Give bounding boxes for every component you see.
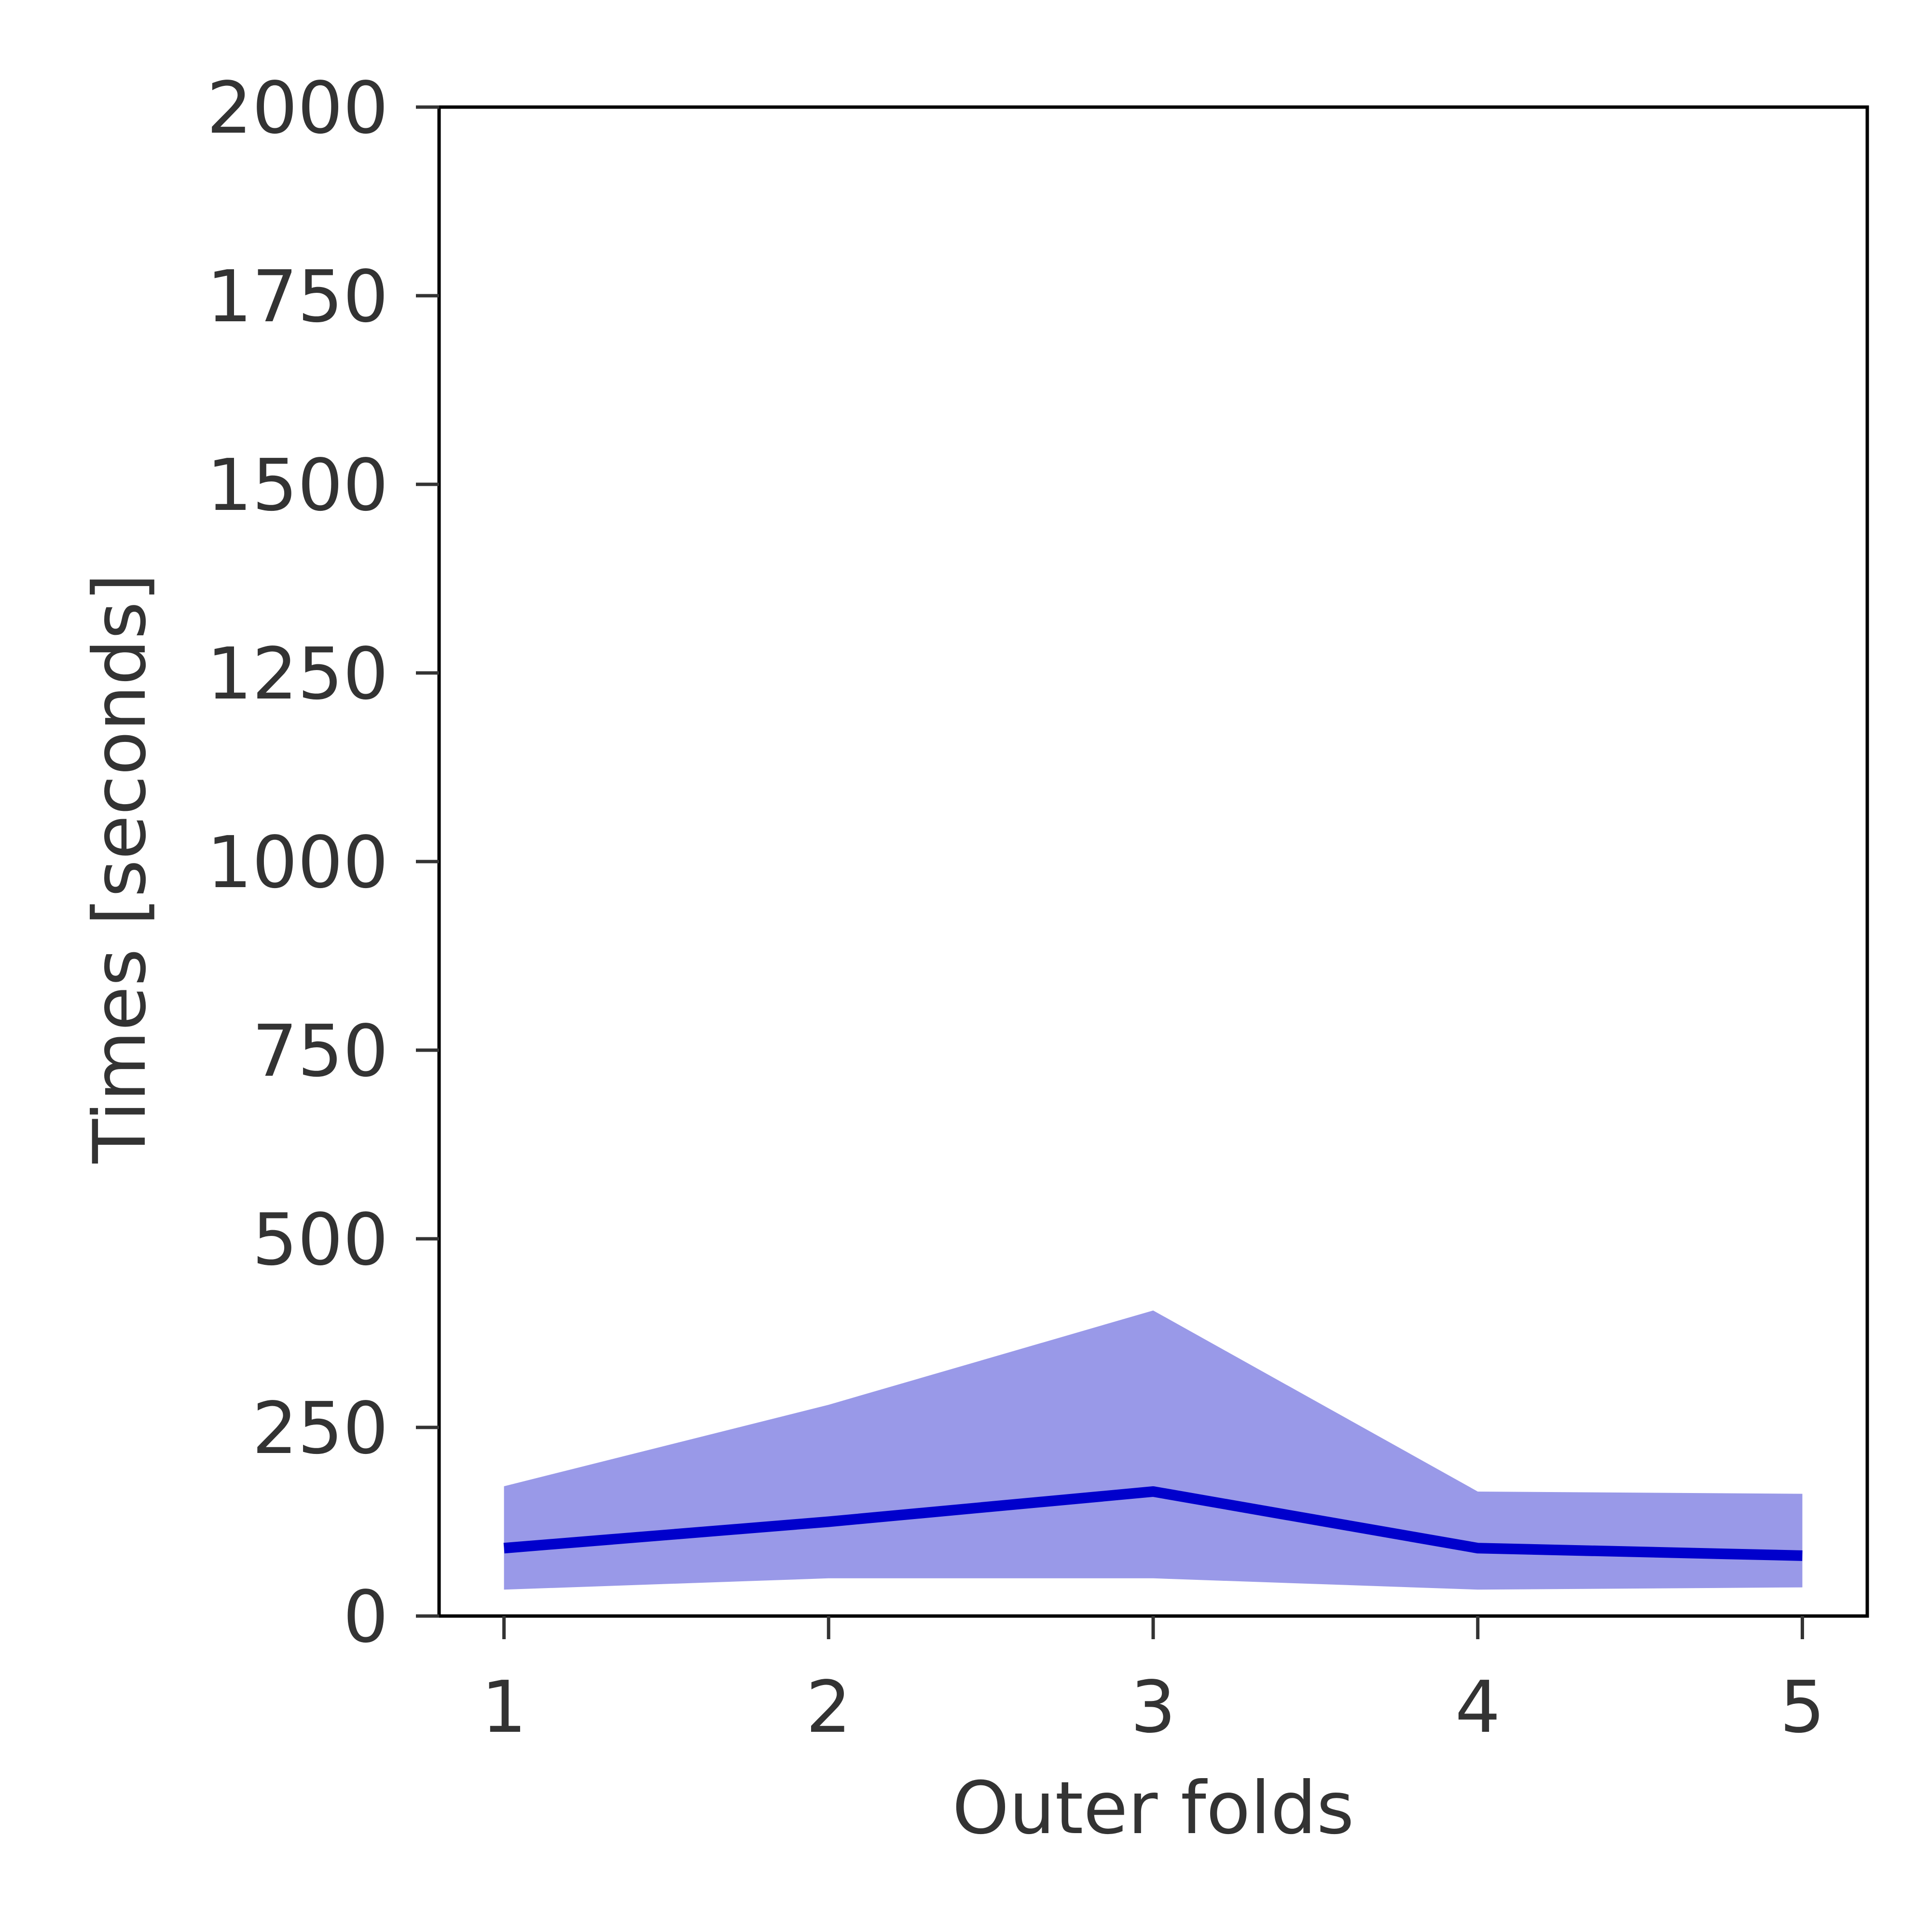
x-tick-label: 5: [1779, 1666, 1825, 1749]
y-tick-label: 1750: [207, 255, 388, 338]
x-tick-label: 4: [1455, 1666, 1501, 1749]
y-tick-label: 250: [252, 1387, 389, 1470]
y-axis-label: Times [seconds]: [78, 573, 162, 1164]
y-tick-label: 1500: [207, 444, 388, 527]
x-tick-label: 1: [481, 1666, 526, 1749]
y-tick-label: 1250: [207, 632, 388, 715]
y-tick-label: 0: [343, 1576, 388, 1658]
y-tick-label: 500: [252, 1198, 389, 1281]
x-tick-label: 2: [806, 1666, 851, 1749]
y-tick-label: 1000: [207, 821, 388, 904]
y-tick-label: 2000: [207, 67, 388, 150]
x-axis-label: Outer folds: [952, 1767, 1354, 1850]
y-tick-label: 750: [252, 1010, 389, 1093]
series-line-1: [503, 1486, 1803, 1561]
x-tick-label: 3: [1130, 1666, 1176, 1749]
